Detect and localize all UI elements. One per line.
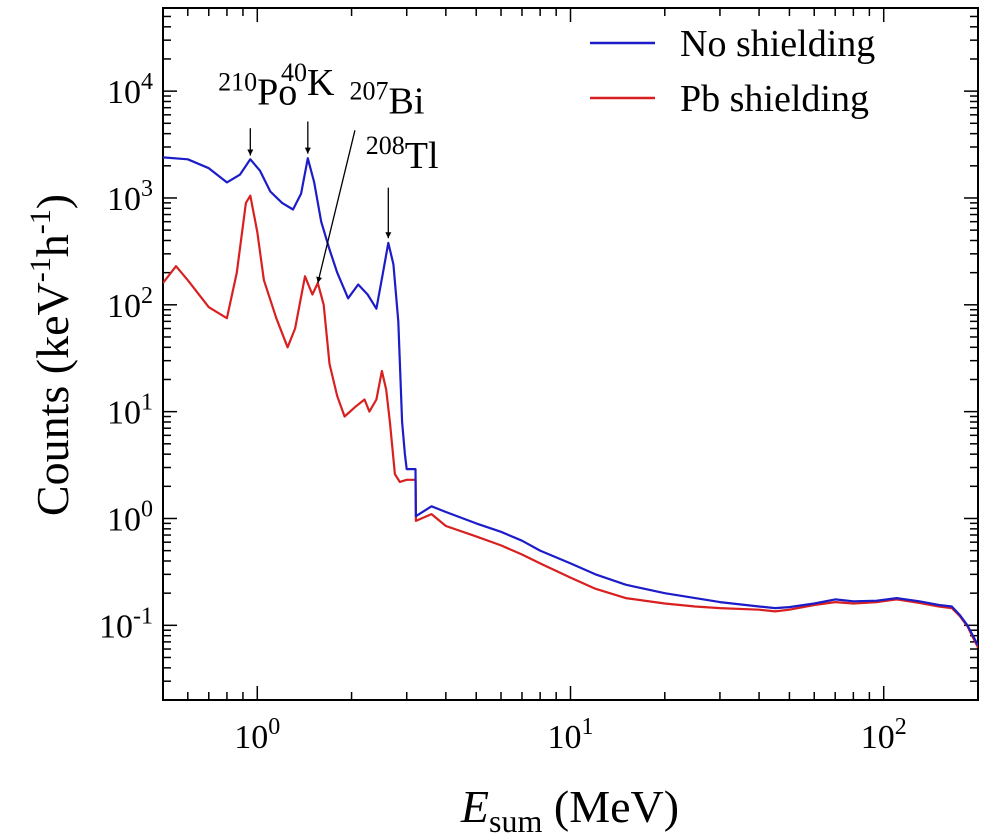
annotation-element: Tl [405, 135, 439, 177]
x-axis-label: Esum (MeV) [460, 781, 679, 838]
x-tick-label-base: 10 [861, 719, 895, 756]
y-tick-label-base: 10 [99, 608, 133, 645]
x-tick-label: 102 [861, 714, 907, 756]
y-tick-label-base: 10 [107, 501, 141, 538]
y-tick-label-base: 10 [107, 181, 141, 218]
y-tick-label-exp: 0 [141, 496, 153, 522]
y-tick-label: 103 [107, 176, 153, 218]
x-tick-label-base: 10 [548, 719, 582, 756]
annotation-mass-number: 40 [281, 58, 307, 87]
x-tick-label-exp: 2 [895, 714, 907, 740]
annotation-label-tl: 208Tl [366, 131, 439, 177]
annotation-label-k: 40K [281, 58, 335, 104]
legend-label-pb-shielding: Pb shielding [680, 78, 869, 120]
x-axis-label-sub: sum [489, 803, 542, 838]
y-tick-label: 101 [107, 390, 153, 432]
annotation-mass-number: 208 [366, 131, 405, 160]
y-axis-label: Counts (keV-1h-1) [24, 194, 78, 516]
legend: No shielding Pb shielding [590, 23, 875, 120]
annotation-mass-number: 207 [350, 76, 389, 105]
x-tick-label-base: 10 [234, 719, 268, 756]
x-axis-label-rest: (MeV) [542, 781, 679, 832]
y-tick-label-exp: -1 [133, 603, 153, 629]
x-axis-ticks: 100 101 102 [162, 8, 979, 756]
y-axis-label-text: Counts (keV [27, 282, 78, 516]
y-tick-label-base: 10 [107, 74, 141, 111]
y-axis-label-close: ) [27, 194, 78, 209]
y-axis-label-mid: h [27, 234, 78, 257]
y-tick-label-exp: 2 [141, 283, 153, 309]
y-tick-label: 10-1 [99, 603, 153, 645]
y-tick-label: 102 [107, 283, 153, 325]
series-line-pb-shielding [163, 194, 978, 648]
y-axis-label-exp1: -1 [24, 257, 57, 282]
y-tick-label: 104 [107, 69, 153, 111]
x-tick-label-exp: 0 [268, 714, 280, 740]
y-tick-label-exp: 3 [141, 176, 153, 202]
y-tick-label-base: 10 [107, 395, 141, 432]
x-axis-label-main: E [460, 781, 489, 832]
y-tick-label: 100 [107, 496, 153, 538]
annotation-element: Po [257, 71, 297, 113]
x-tick-label: 100 [234, 714, 280, 756]
y-tick-label-exp: 1 [141, 390, 153, 416]
annotation-element: Bi [389, 80, 425, 122]
annotation-arrow-bi [316, 130, 356, 284]
y-axis-label-exp2: -1 [24, 209, 57, 234]
legend-label-no-shielding: No shielding [680, 23, 875, 65]
annotation-label-po: 210Po [218, 67, 297, 113]
x-tick-label: 101 [548, 714, 594, 756]
annotation-element: K [307, 62, 335, 104]
annotation-mass-number: 210 [218, 67, 257, 96]
series-layer [163, 156, 978, 648]
series-line-no-shielding [163, 156, 978, 646]
y-tick-label-base: 10 [107, 288, 141, 325]
x-tick-label-exp: 1 [582, 714, 594, 740]
annotation-label-bi: 207Bi [350, 76, 425, 122]
y-tick-label-exp: 4 [141, 69, 153, 95]
